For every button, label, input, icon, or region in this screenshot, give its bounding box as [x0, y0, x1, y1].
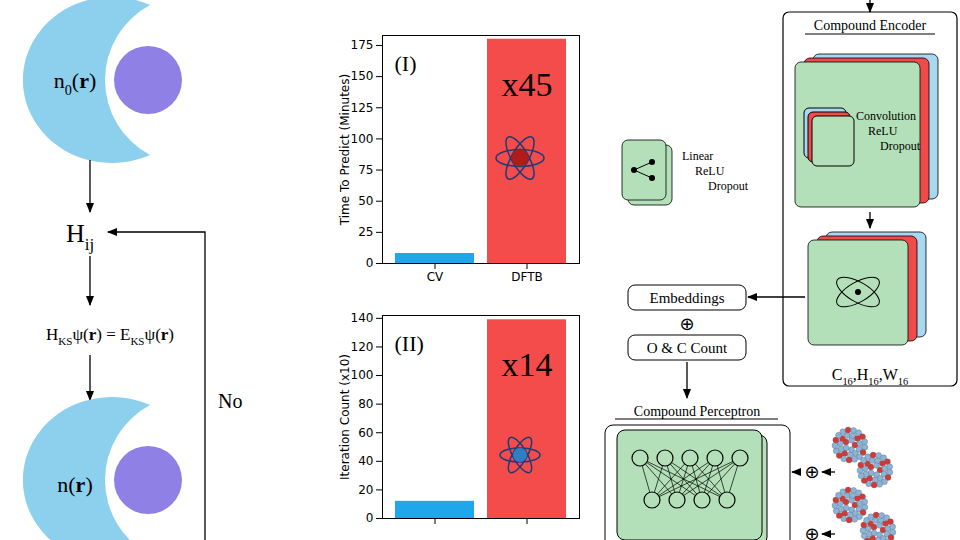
- svg-text:Compound Encoder: Compound Encoder: [814, 18, 927, 33]
- svg-text:Dropout: Dropout: [708, 179, 749, 193]
- svg-text:20: 20: [358, 483, 373, 497]
- svg-text:n0(r): n0(r): [54, 68, 97, 98]
- svg-text:O & C Count: O & C Count: [647, 340, 728, 356]
- svg-text:Dropout: Dropout: [880, 139, 921, 153]
- svg-text:125: 125: [351, 101, 374, 115]
- svg-text:DFTB: DFTB: [511, 270, 543, 284]
- svg-text:x45: x45: [502, 66, 553, 103]
- svg-text:x14: x14: [502, 346, 553, 383]
- svg-text:CV: CV: [427, 270, 444, 284]
- svg-text:Hij: Hij: [66, 219, 94, 254]
- svg-text:140: 140: [351, 311, 374, 325]
- svg-text:100: 100: [351, 132, 374, 146]
- svg-text:C16,H16,W16: C16,H16,W16: [832, 366, 909, 387]
- svg-text:175: 175: [351, 38, 374, 52]
- svg-text:Iteration Count (x10): Iteration Count (x10): [338, 354, 352, 480]
- svg-text:ReLU: ReLU: [695, 164, 725, 178]
- svg-text:120: 120: [351, 340, 374, 354]
- svg-text:⊕: ⊕: [804, 523, 819, 540]
- svg-text:n(r): n(r): [57, 472, 92, 497]
- svg-text:⊕: ⊕: [679, 313, 694, 334]
- svg-text:Time To Predict (Minutes): Time To Predict (Minutes): [338, 74, 352, 226]
- svg-text:60: 60: [358, 426, 373, 440]
- svg-text:80: 80: [358, 397, 373, 411]
- svg-text:(II): (II): [395, 331, 424, 356]
- svg-text:40: 40: [358, 454, 373, 468]
- svg-text:50: 50: [358, 194, 373, 208]
- svg-text:No: No: [218, 390, 242, 412]
- svg-text:25: 25: [358, 225, 373, 239]
- svg-text:75: 75: [358, 163, 373, 177]
- svg-text:Linear: Linear: [682, 149, 713, 163]
- svg-text:(I): (I): [395, 51, 417, 76]
- svg-text:0: 0: [366, 511, 374, 525]
- svg-text:100: 100: [351, 368, 374, 382]
- svg-text:HKSψ(r) = EKSψ(r): HKSψ(r) = EKSψ(r): [46, 325, 174, 347]
- svg-text:ReLU: ReLU: [868, 124, 898, 138]
- svg-text:0: 0: [366, 256, 374, 270]
- svg-text:150: 150: [351, 69, 374, 83]
- svg-text:Convolution: Convolution: [856, 109, 916, 123]
- svg-text:Embeddings: Embeddings: [650, 290, 725, 306]
- svg-text:⊕: ⊕: [804, 461, 819, 482]
- svg-text:Compound Perceptron: Compound Perceptron: [634, 404, 760, 419]
